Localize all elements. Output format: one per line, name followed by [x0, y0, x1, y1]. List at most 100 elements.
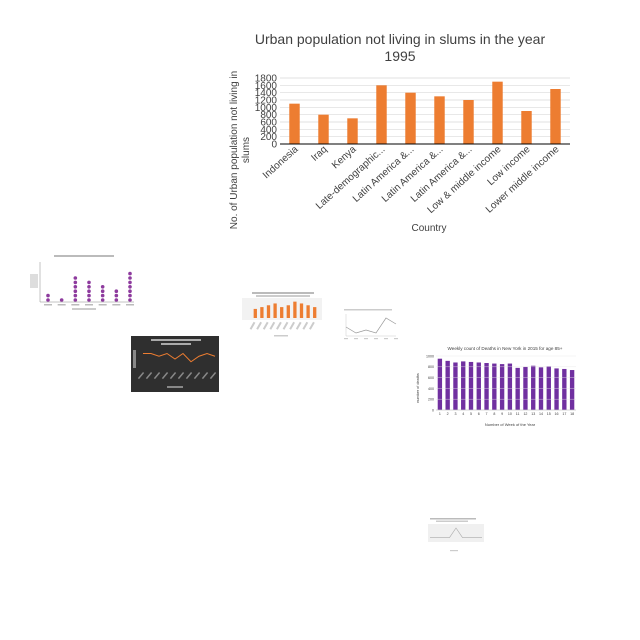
thumb-dark-xtick [193, 371, 201, 380]
weekly-xtick-label: 3 [454, 412, 456, 416]
weekly-bar [531, 365, 536, 410]
weekly-xtick-label: 6 [478, 412, 480, 416]
main-chart-svg: Urban population not living in slums in … [229, 31, 570, 234]
thumb-dots-point [73, 285, 78, 289]
thumb-dark-title-bar [151, 339, 201, 341]
thumb-dots-title-bar [54, 255, 114, 257]
thumb-small-series [430, 527, 482, 538]
weekly-bar [507, 363, 513, 410]
weekly-ytick-label: 0 [432, 408, 434, 412]
thumbnail-dot-chart [30, 254, 138, 314]
weekly-xtick-label: 7 [486, 412, 488, 416]
main-bar [521, 111, 532, 144]
main-bar [376, 85, 387, 144]
thumb-dots-point [114, 298, 119, 302]
weekly-bar [476, 362, 481, 410]
weekly-bar [484, 363, 489, 410]
main-bar [405, 92, 416, 144]
thumb-dots-point [87, 289, 91, 293]
weekly-ytick-label: 1000 [426, 354, 434, 358]
main-bar [463, 100, 474, 144]
thumb-dots-xtick [44, 304, 52, 306]
thumb-dark-title-bar [161, 343, 191, 345]
main-bar [434, 96, 445, 144]
thumb-bars-xtick [276, 321, 282, 330]
weekly-bar [538, 367, 544, 410]
thumb-dots-ylabel-block [30, 274, 38, 288]
thumb-dots-point [100, 293, 105, 298]
thumbnail-bar-chart [242, 292, 322, 342]
weekly-bar [569, 370, 575, 410]
main-chart-ylabel-line2: slums [241, 137, 252, 163]
main-ytick-label: 1600 [255, 81, 278, 92]
weekly-xtick-label: 4 [462, 412, 464, 416]
weekly-xtick-label: 16 [555, 412, 559, 416]
main-ytick-label: 400 [260, 125, 277, 136]
thumb-dots-point [100, 298, 105, 302]
thumb-dark-xtick [153, 371, 161, 380]
thumb-small-xlabel-bar [450, 550, 458, 552]
thumb-dots-point [128, 289, 132, 293]
thumb-dots-xtick [57, 304, 66, 306]
thumb-dots-point [100, 289, 105, 293]
main-bar [550, 89, 561, 144]
weekly-xtick-label: 18 [570, 412, 574, 416]
weekly-ytick-label: 200 [428, 398, 434, 402]
thumb-dots-xlabel-bar [72, 308, 96, 310]
thumb-dots-point [73, 289, 78, 293]
weekly-xtick-label: 12 [523, 412, 527, 416]
thumb-dark-ylabel-block [133, 350, 136, 368]
weekly-xtick-label: 8 [493, 412, 495, 416]
main-ytick-label: 800 [260, 110, 277, 121]
thumb-dots-point [73, 298, 78, 302]
weekly-bar [468, 361, 474, 410]
weekly-chart-xlabel: Number of Week of the Year [485, 422, 536, 427]
main-xtick-label: Indonesia [261, 144, 301, 181]
main-ytick-label: 200 [260, 132, 277, 143]
thumbnail-bar-chart-svg [242, 292, 322, 337]
thumb-line-xtick [374, 338, 378, 340]
thumb-dots-xtick [98, 304, 107, 306]
thumb-dots-point [128, 298, 132, 302]
thumb-bars-xtick [256, 321, 262, 330]
thumb-bars-title-bar [256, 295, 310, 297]
main-ytick-label: 1800 [255, 74, 278, 85]
thumb-line-series [345, 317, 397, 334]
thumbnail-small-line-chart [422, 518, 486, 554]
thumb-dots-point [73, 276, 78, 280]
main-bar [347, 118, 358, 144]
thumb-line-xtick [394, 338, 398, 340]
main-chart-ylabel-line1: No. of Urban population not living in [229, 71, 240, 229]
weekly-xtick-label: 15 [547, 412, 551, 416]
main-ytick-label: 600 [260, 118, 277, 129]
main-bar [289, 103, 300, 144]
weekly-bar [437, 358, 443, 410]
main-bar [318, 114, 329, 144]
main-ytick-label: 1200 [255, 96, 278, 107]
thumb-dark-series [143, 352, 216, 363]
thumb-dark-xtick [169, 372, 177, 380]
weekly-xtick-label: 17 [562, 412, 566, 416]
thumb-dots-point [87, 280, 91, 285]
main-chart: Urban population not living in slums in … [220, 20, 600, 240]
thumb-dots-point [87, 285, 91, 289]
weekly-bar [453, 362, 458, 410]
weekly-xtick-label: 13 [531, 412, 535, 416]
thumb-dots-point [100, 285, 105, 289]
main-chart-title-line1: Urban population not living in slums in … [255, 31, 546, 47]
weekly-chart-ylabel: number of deaths [416, 373, 420, 403]
thumb-bars-xtick [249, 321, 256, 330]
thumb-bars-bar [273, 303, 277, 318]
thumb-dots-point [114, 293, 119, 298]
weekly-chart-title: Weekly count of Deaths in New York in 20… [448, 346, 563, 351]
thumb-bars-xtick [289, 321, 295, 330]
thumb-bars-bar [286, 305, 290, 318]
thumb-dots-point [128, 280, 132, 285]
thumb-dark-xtick [145, 372, 153, 380]
thumbnail-line-chart-svg [344, 309, 398, 340]
weekly-bar [499, 364, 505, 410]
thumb-dots-point [59, 298, 64, 302]
main-chart-xlabel: Country [411, 223, 446, 234]
thumb-dark-xlabel-bar [167, 386, 183, 388]
thumb-dots-xtick [85, 304, 93, 306]
